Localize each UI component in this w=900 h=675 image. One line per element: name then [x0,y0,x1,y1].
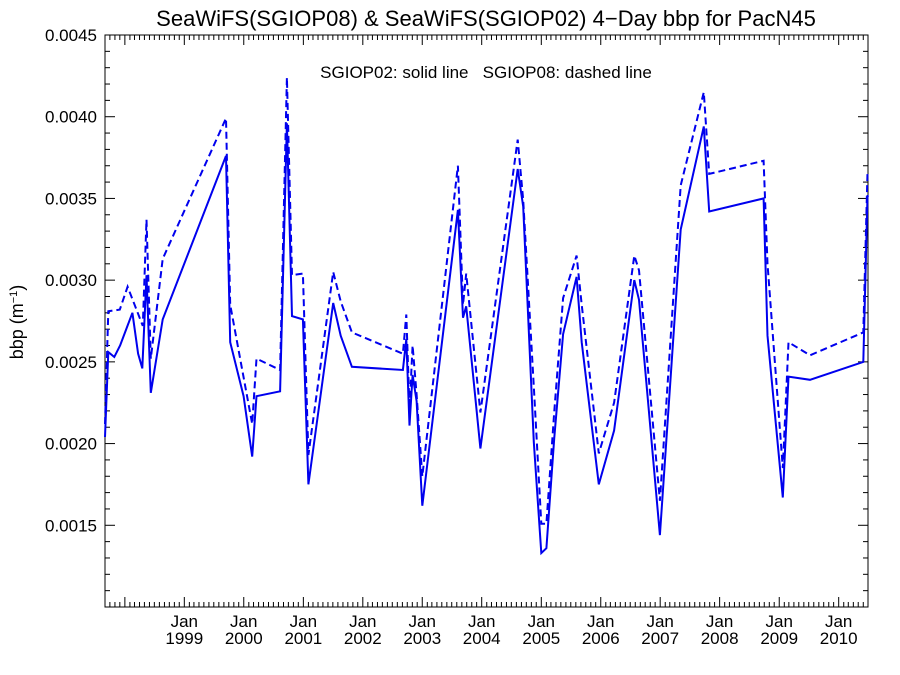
x-tick-month-label: Jan [646,612,673,631]
chart-title: SeaWiFS(SGIOP08) & SeaWiFS(SGIOP02) 4−Da… [156,6,816,31]
x-tick-year-label: 2008 [701,629,739,648]
y-axis-label: bbp (m−1) [7,285,27,360]
x-tick-month-label: Jan [528,612,555,631]
y-tick-label: 0.0025 [45,353,97,372]
x-tick-month-label: Jan [171,612,198,631]
series-line-sgiop08 [104,77,869,525]
x-tick-year-label: 1999 [165,629,203,648]
x-tick-year-label: 2009 [760,629,798,648]
x-tick-year-label: 2000 [225,629,263,648]
plot-area: 0.0015 0.0020 0.0025 0.0030 0.0035 0.0040 0.00… [45,26,869,648]
x-tick-year-label: 2005 [522,629,560,648]
y-axis-label-superscript: −1 [8,291,20,304]
x-tick-month-label: Jan [349,612,376,631]
x-tick-year-label: 2003 [403,629,441,648]
x-tick-month-label: Jan [706,612,733,631]
y-tick-label: 0.0020 [45,435,97,454]
x-tick-month-label: Jan [409,612,436,631]
plot-frame [104,34,869,608]
x-tick-month-label: Jan [587,612,614,631]
x-tick-month-label: Jan [468,612,495,631]
x-tick-month-label: Jan [290,612,317,631]
series-line-sgiop02 [104,123,869,556]
x-tick-year-label: 2001 [284,629,322,648]
y-tick-label: 0.0040 [45,108,97,127]
y-tick-label: 0.0030 [45,271,97,290]
x-tick-year-label: 2006 [582,629,620,648]
y-tick-label: 0.0015 [45,516,97,535]
y-axis-label-close: ) [7,285,27,291]
x-tick-month-label: Jan [766,612,793,631]
legend-annotation: SGIOP02: solid line SGIOP08: dashed line [320,63,652,82]
y-tick-label: 0.0045 [45,26,97,45]
x-tick-month-label: Jan [230,612,257,631]
x-tick-year-label: 2004 [463,629,501,648]
x-tick-year-label: 2007 [641,629,679,648]
x-tick-month-label: Jan [825,612,852,631]
y-tick-label: 0.0035 [45,189,97,208]
x-tick-year-label: 2002 [344,629,382,648]
y-axis-label-main: bbp (m [7,303,27,359]
x-tick-year-label: 2010 [820,629,858,648]
